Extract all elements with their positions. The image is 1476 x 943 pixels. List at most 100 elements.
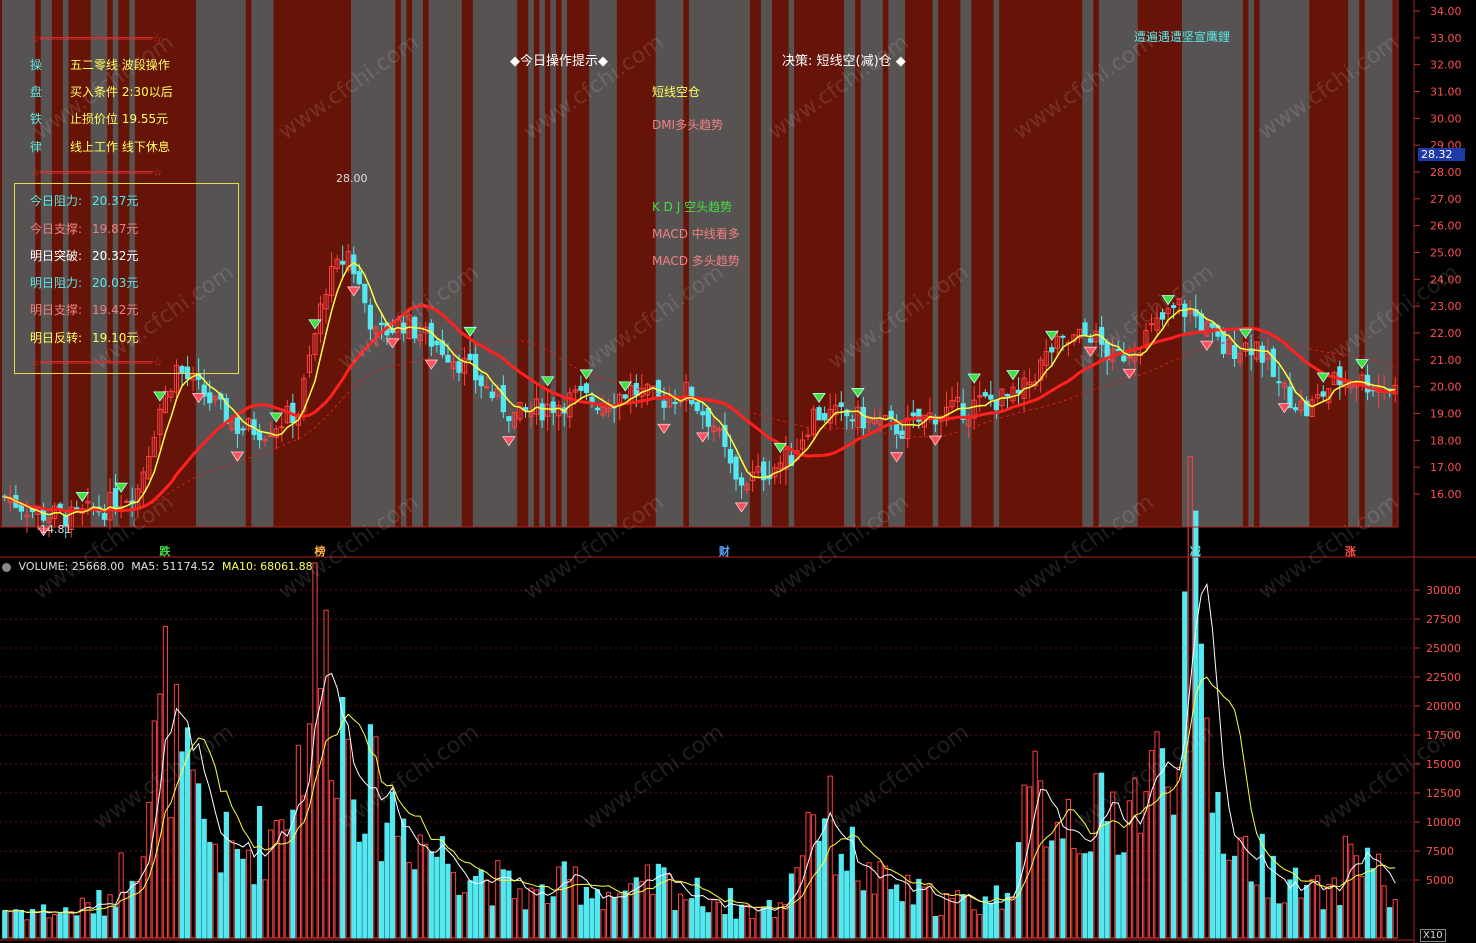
candle-body — [888, 410, 894, 418]
candle-body — [1265, 352, 1271, 360]
volume-bar — [279, 819, 285, 939]
volume-bar — [1270, 855, 1276, 939]
volume-bar — [672, 910, 678, 939]
volume-bar — [63, 907, 69, 939]
volume-bar — [866, 862, 872, 939]
volume-bar — [439, 836, 446, 939]
volume-bar — [2, 909, 8, 939]
candle-body — [295, 413, 301, 426]
volume-bar — [118, 852, 124, 939]
volume-bar — [179, 751, 185, 939]
candle-body — [1060, 335, 1066, 338]
current-price-tag: 28.32 — [1418, 148, 1465, 161]
buy-diamond-icon — [1316, 372, 1330, 383]
buy-diamond-icon — [75, 491, 90, 503]
candle-body — [1187, 310, 1193, 314]
volume-tick-label: 5000 — [1426, 874, 1454, 887]
candle-body — [755, 466, 761, 473]
level-label: 今日支撑: — [30, 222, 83, 236]
candle-body — [1054, 335, 1060, 349]
volume-bar — [345, 738, 351, 939]
price-tick-label: 22.00 — [1430, 327, 1462, 340]
volume-bar — [639, 881, 645, 939]
volume-bar — [805, 811, 811, 939]
volume-bar — [622, 890, 628, 939]
volume-bar — [1292, 867, 1299, 939]
volume-bar — [556, 866, 562, 939]
volume-bar — [827, 775, 833, 939]
rule-row-3: 铁 止损价位 19.55元 — [30, 110, 168, 127]
volume-bar — [417, 834, 423, 939]
volume-bar — [207, 842, 213, 939]
candle-body — [1204, 321, 1210, 337]
bearish-band — [129, 0, 135, 527]
volume-bar — [190, 769, 196, 939]
ma20-line — [4, 304, 1396, 513]
volume-bar — [74, 915, 80, 939]
volume-bar — [772, 917, 778, 939]
candle-body — [594, 407, 601, 411]
event-marker: 榜 — [314, 545, 326, 558]
volume-bar — [384, 822, 390, 939]
candle-body — [1276, 381, 1282, 384]
bearish-band — [860, 0, 883, 527]
volume-bar — [999, 908, 1005, 939]
volume-bar — [129, 880, 135, 939]
bearish-band — [960, 0, 972, 527]
volume-bar — [229, 840, 235, 939]
candle-body — [556, 404, 562, 417]
price-tick-label: 19.00 — [1430, 408, 1462, 421]
candle-body — [140, 471, 146, 493]
volume-bar — [860, 890, 867, 939]
volume-bar — [1276, 903, 1282, 939]
volume-bar — [744, 904, 750, 939]
candle-body — [340, 260, 346, 265]
level-item: 明日反转: 19.10元 — [30, 329, 138, 346]
candle-body — [262, 438, 268, 442]
bearish-band — [539, 0, 545, 527]
collapse-icon[interactable] — [2, 562, 11, 572]
candle-body — [146, 455, 152, 480]
volume-bar — [711, 899, 717, 939]
rule-value: 线上工作 线下休息 — [70, 140, 170, 154]
volume-bar — [738, 904, 745, 939]
candle-body — [1154, 317, 1160, 331]
volume-bar — [428, 851, 434, 939]
rule-row-1: 操 五二零线 波段操作 — [30, 56, 170, 73]
level-value: 19.10元 — [92, 331, 139, 345]
volume-bar — [1171, 814, 1177, 939]
buy-diamond-icon — [114, 482, 128, 493]
volume-tick-label: 27500 — [1426, 613, 1461, 626]
volume-bar — [522, 909, 529, 939]
rule-value: 买入条件 2:30以后 — [70, 85, 173, 99]
volume-bar — [1165, 786, 1171, 939]
candle-body — [838, 402, 844, 407]
candle-body — [229, 420, 235, 431]
volume-bar — [1331, 877, 1337, 939]
volume-bar — [1303, 884, 1310, 939]
volume-bar — [545, 903, 551, 939]
volume-bar — [960, 894, 966, 939]
volume-bar — [1082, 853, 1088, 939]
volume-bar — [539, 884, 545, 939]
candle-body — [1171, 305, 1177, 309]
candle-body — [993, 399, 999, 411]
volume-tick-label: 12500 — [1426, 787, 1461, 800]
volume-bar — [284, 829, 290, 939]
volume-bar — [140, 856, 146, 939]
bearish-band — [1348, 0, 1360, 527]
price-tick-label: 28.00 — [1430, 166, 1462, 179]
volume-bar — [461, 892, 468, 939]
candle-body — [68, 506, 74, 531]
bearish-band — [888, 0, 905, 527]
bearish-band — [589, 0, 617, 527]
candle-body — [85, 500, 91, 504]
volume-bar — [1054, 821, 1060, 939]
candle-body — [1231, 345, 1238, 359]
candle-body — [1287, 386, 1293, 409]
volume-bar — [473, 875, 479, 939]
volume-bar — [1204, 717, 1210, 939]
candle-body — [1004, 393, 1011, 397]
candle-body — [545, 403, 551, 417]
